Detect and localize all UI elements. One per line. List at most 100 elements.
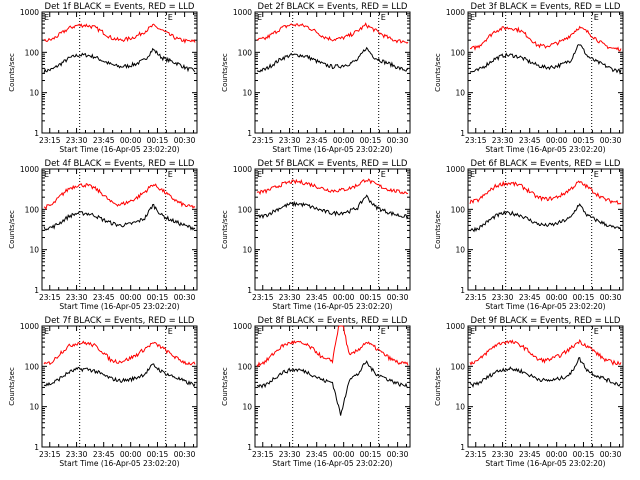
chart-title: Det 2f BLACK = Events, RED = LLD <box>258 2 408 12</box>
lld-series-line <box>256 178 409 196</box>
x-tick-label: 00:00 <box>333 136 355 145</box>
y-tick-label: 1 <box>460 286 465 295</box>
x-axis-label: Start Time (16-Apr-05 23:02:20) <box>485 459 605 468</box>
lld-series-line <box>43 23 196 44</box>
event-marker-label: E <box>381 13 386 22</box>
event-marker-label: E <box>470 170 475 179</box>
chart-panel: Det 7f BLACK = Events, RED = LLD Counts/s… <box>8 316 198 468</box>
lld-series-line <box>469 25 622 52</box>
x-tick-label: 23:15 <box>252 293 274 302</box>
events-series-line <box>256 360 409 416</box>
x-tick-label: 00:00 <box>546 450 568 459</box>
x-tick-label: 23:45 <box>519 136 541 145</box>
events-series-line <box>469 356 621 388</box>
y-tick-label: 1 <box>34 129 39 138</box>
x-tick-label: 23:45 <box>306 450 328 459</box>
x-tick-label: 23:30 <box>279 450 301 459</box>
y-tick-label: 1 <box>247 129 252 138</box>
chart-title: Det 3f BLACK = Events, RED = LLD <box>471 2 621 12</box>
y-tick-label: 10 <box>29 89 39 98</box>
events-series-line <box>469 44 622 75</box>
x-tick-label: 00:15 <box>573 450 595 459</box>
event-marker-label: E <box>257 327 262 336</box>
x-axis-label: Start Time (16-Apr-05 23:02:20) <box>59 145 179 154</box>
x-tick-label: 23:30 <box>492 293 514 302</box>
x-tick-label: 00:00 <box>120 293 142 302</box>
x-tick-label: 23:45 <box>93 136 115 145</box>
y-tick-label: 10 <box>242 246 252 255</box>
plot-frame <box>467 11 624 134</box>
chart-title: Det 9f BLACK = Events, RED = LLD <box>471 316 621 326</box>
x-tick-label: 00:15 <box>360 450 382 459</box>
y-tick-label: 1000 <box>20 322 39 331</box>
events-series-line <box>43 203 196 231</box>
x-tick-label: 00:00 <box>546 293 568 302</box>
x-axis-label: Start Time (16-Apr-05 23:02:20) <box>272 145 392 154</box>
x-tick-label: 23:45 <box>93 450 115 459</box>
x-tick-label: 23:45 <box>306 293 328 302</box>
x-tick-label: 00:15 <box>147 293 169 302</box>
x-tick-label: 00:15 <box>360 136 382 145</box>
y-tick-label: 10 <box>455 89 465 98</box>
x-tick-label: 23:45 <box>93 293 115 302</box>
event-marker-label: E <box>470 13 475 22</box>
chart-panel: Det 5f BLACK = Events, RED = LLD Counts/s… <box>221 159 411 311</box>
x-tick-label: 23:15 <box>465 136 487 145</box>
lld-series-line <box>256 325 409 368</box>
y-axis-label: Counts/sec <box>221 53 229 92</box>
events-series-line <box>256 46 409 73</box>
x-tick-label: 00:00 <box>333 293 355 302</box>
chart-title: Det 8f BLACK = Events, RED = LLD <box>258 316 408 326</box>
x-tick-label: 00:00 <box>333 450 355 459</box>
x-tick-label: 00:30 <box>600 450 622 459</box>
y-tick-label: 1000 <box>233 8 252 17</box>
event-marker-label: E <box>44 327 49 336</box>
event-marker-label: E <box>381 327 386 336</box>
y-axis-label: Counts/sec <box>8 367 16 406</box>
y-tick-label: 1000 <box>446 8 465 17</box>
x-tick-label: 23:45 <box>306 136 328 145</box>
y-tick-label: 100 <box>238 48 253 57</box>
chart-panel: Det 2f BLACK = Events, RED = LLD Counts/s… <box>221 2 411 154</box>
plot-frame <box>41 168 198 291</box>
y-tick-label: 1000 <box>233 165 252 174</box>
y-tick-label: 10 <box>242 89 252 98</box>
lld-series-line <box>469 338 622 366</box>
plot-frame <box>41 11 198 134</box>
x-tick-label: 23:30 <box>66 136 88 145</box>
event-marker-label: E <box>168 13 173 22</box>
plot-frame <box>254 325 411 448</box>
y-tick-label: 100 <box>25 362 40 371</box>
y-tick-label: 10 <box>29 403 39 412</box>
x-tick-label: 23:30 <box>66 450 88 459</box>
x-tick-label: 00:30 <box>387 450 409 459</box>
x-tick-label: 23:30 <box>279 136 301 145</box>
x-tick-label: 23:45 <box>519 293 541 302</box>
y-tick-label: 10 <box>29 246 39 255</box>
y-tick-label: 100 <box>25 48 40 57</box>
chart-title: Det 1f BLACK = Events, RED = LLD <box>45 2 195 12</box>
x-tick-label: 23:30 <box>492 450 514 459</box>
x-tick-label: 00:00 <box>120 136 142 145</box>
x-tick-label: 00:15 <box>360 293 382 302</box>
x-tick-label: 00:15 <box>573 136 595 145</box>
x-tick-label: 00:00 <box>546 136 568 145</box>
y-tick-label: 1000 <box>446 165 465 174</box>
y-tick-label: 100 <box>451 362 466 371</box>
x-axis-label: Start Time (16-Apr-05 23:02:20) <box>59 459 179 468</box>
event-marker-label: E <box>168 170 173 179</box>
y-tick-label: 100 <box>25 205 40 214</box>
chart-panel: Det 8f BLACK = Events, RED = LLD Counts/s… <box>221 316 411 468</box>
y-tick-label: 1 <box>247 443 252 452</box>
events-series-line <box>469 203 622 233</box>
y-tick-label: 10 <box>242 403 252 412</box>
plot-frame <box>254 168 411 291</box>
x-tick-label: 23:15 <box>465 293 487 302</box>
plot-frame <box>254 11 411 134</box>
x-axis-label: Start Time (16-Apr-05 23:02:20) <box>485 145 605 154</box>
lld-series-line <box>43 340 196 366</box>
lld-series-line <box>256 22 409 44</box>
y-tick-label: 1000 <box>233 322 252 331</box>
x-tick-label: 23:15 <box>252 136 274 145</box>
